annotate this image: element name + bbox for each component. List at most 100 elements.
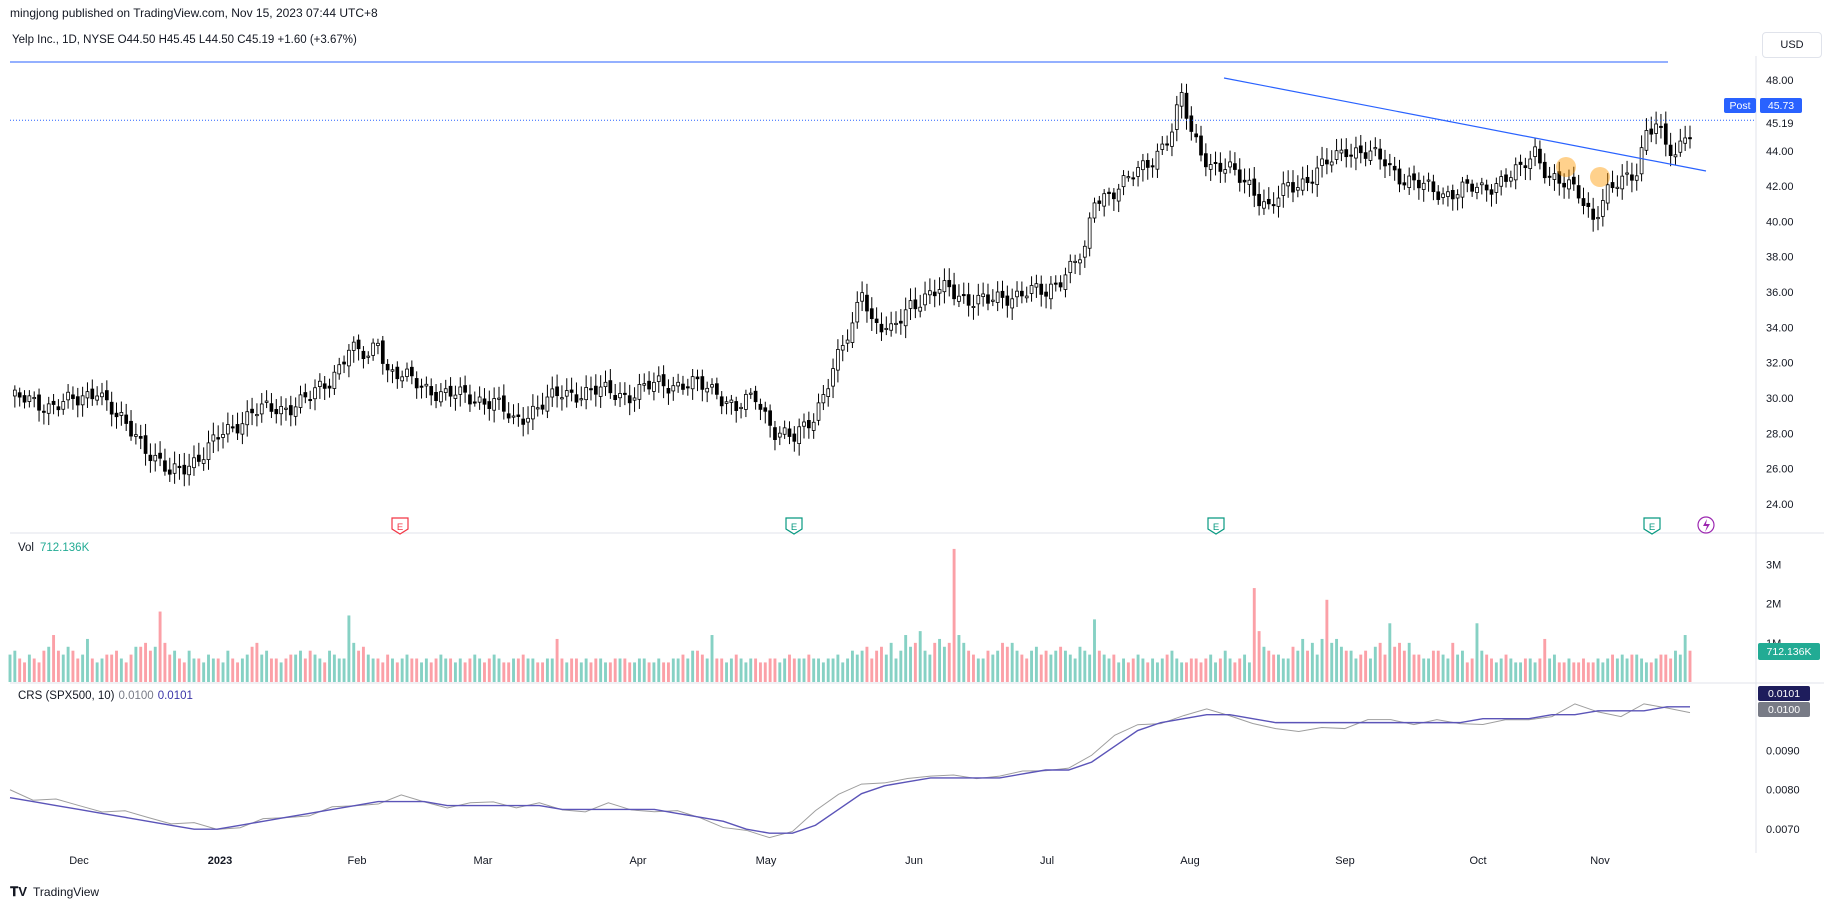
candle-body bbox=[1436, 191, 1441, 200]
volume-bar bbox=[657, 658, 661, 682]
volume-bar bbox=[61, 654, 65, 682]
candle-body bbox=[1387, 163, 1392, 166]
volume-bar bbox=[231, 658, 235, 682]
time-x-axis[interactable]: Dec 2023 Feb Mar Apr May Jun Jul Aug Sep Oct Nov bbox=[69, 855, 1610, 867]
volume-bar bbox=[1335, 638, 1339, 682]
candle-body bbox=[1097, 200, 1102, 204]
volume-bar bbox=[942, 646, 946, 682]
candle-body bbox=[245, 411, 250, 426]
volume-bar bbox=[545, 658, 549, 682]
candle-body bbox=[618, 393, 622, 399]
candle-body bbox=[1320, 158, 1324, 166]
candle-body bbox=[1199, 135, 1203, 156]
candle-body bbox=[1165, 143, 1169, 146]
candle-body bbox=[637, 384, 642, 400]
highlight-marker bbox=[1556, 157, 1576, 177]
volume-y-axis[interactable]: 1M2M3M bbox=[1766, 560, 1781, 650]
volume-bar bbox=[1339, 646, 1343, 682]
tradingview-logo[interactable]: 𝐓V TradingView bbox=[10, 884, 99, 900]
volume-bar bbox=[1306, 650, 1309, 682]
volume-legend: Vol 712.136K bbox=[18, 542, 89, 554]
volume-bar bbox=[817, 658, 820, 682]
candle-body bbox=[1184, 92, 1189, 119]
currency-button[interactable]: USD bbox=[1762, 32, 1822, 58]
crs-y-axis[interactable]: 0.0070 0.0080 0.0090 0.0100 bbox=[1766, 706, 1800, 836]
volume-bar bbox=[1277, 654, 1280, 682]
volume-bar bbox=[187, 650, 191, 682]
volume-bar bbox=[1030, 650, 1034, 682]
footer-brand: TradingView bbox=[33, 885, 100, 899]
candle-body bbox=[385, 363, 390, 371]
volume-bar bbox=[1577, 662, 1581, 682]
price-y-axis[interactable]: 24.00 26.00 28.00 30.00 32.00 34.00 36.00 38.00… bbox=[1766, 75, 1794, 511]
volume-bar bbox=[1528, 658, 1532, 682]
volume-bar bbox=[274, 658, 278, 682]
candle-body bbox=[414, 378, 419, 389]
volume-bar bbox=[686, 658, 690, 682]
volume-bar bbox=[938, 638, 942, 682]
candle-body bbox=[327, 385, 332, 389]
volume-bar bbox=[575, 658, 578, 682]
volume-bar bbox=[245, 654, 249, 682]
volume-bar bbox=[666, 662, 670, 682]
candle-body bbox=[865, 294, 869, 312]
earnings-icon bbox=[1643, 517, 1661, 535]
volume-bar bbox=[236, 662, 239, 682]
candle-body bbox=[734, 401, 739, 411]
volume-bar bbox=[734, 654, 738, 682]
volume-bar bbox=[1039, 654, 1043, 682]
volume-bar bbox=[1393, 646, 1397, 682]
volume-bar bbox=[1582, 658, 1585, 682]
volume-bar bbox=[594, 658, 598, 682]
volume-value: 712.136K bbox=[40, 542, 90, 554]
candle-body bbox=[390, 369, 395, 372]
volume-bar bbox=[913, 642, 917, 682]
candle-body bbox=[1329, 161, 1334, 166]
candle-body bbox=[1523, 165, 1528, 169]
candle-body bbox=[555, 386, 559, 397]
post-label: Post bbox=[1729, 100, 1750, 112]
volume-bar bbox=[1063, 650, 1067, 682]
candle-body bbox=[748, 392, 753, 395]
volume-bar bbox=[1204, 658, 1208, 682]
volume-bar bbox=[144, 642, 148, 682]
candle-body bbox=[1654, 123, 1658, 134]
candle-body bbox=[1049, 283, 1053, 300]
candle-body bbox=[976, 294, 981, 305]
chart-canvas[interactable]: 24.00 26.00 28.00 30.00 32.00 34.00 36.00 38.00… bbox=[0, 0, 1835, 880]
candle-body bbox=[1610, 182, 1615, 189]
volume-bar bbox=[444, 658, 448, 682]
volume-bar bbox=[720, 658, 724, 682]
volume-bar bbox=[899, 650, 903, 682]
candle-body bbox=[947, 279, 952, 288]
volume-bar bbox=[100, 658, 104, 682]
volume-bar bbox=[512, 658, 515, 682]
volume-tick-label: 3M bbox=[1766, 560, 1781, 572]
volume-bar bbox=[1228, 658, 1232, 682]
volume-bar bbox=[1194, 658, 1198, 682]
candle-body bbox=[642, 383, 647, 386]
candle-body bbox=[1509, 177, 1513, 182]
candle-body bbox=[211, 434, 216, 442]
candle-body bbox=[75, 396, 80, 406]
volume-bar bbox=[676, 658, 680, 682]
candle-body bbox=[1528, 158, 1533, 169]
volume-bar bbox=[1640, 658, 1644, 682]
candle-body bbox=[124, 414, 129, 424]
volume-bar bbox=[332, 654, 336, 682]
candle-body bbox=[1596, 217, 1600, 220]
candle-body bbox=[61, 401, 66, 410]
candle-body bbox=[201, 459, 206, 464]
candle-body bbox=[226, 424, 230, 435]
volume-bar bbox=[439, 654, 443, 682]
volume-bar bbox=[1054, 650, 1058, 682]
candle-body bbox=[753, 390, 758, 403]
candle-body bbox=[134, 434, 138, 437]
candle-body bbox=[782, 427, 787, 435]
volume-bar bbox=[1611, 654, 1614, 682]
volume-bar bbox=[1209, 654, 1213, 682]
volume-bar bbox=[197, 658, 201, 682]
candle-body bbox=[1179, 92, 1184, 107]
volume-bar bbox=[1165, 654, 1169, 682]
volume-bar bbox=[1243, 654, 1247, 682]
